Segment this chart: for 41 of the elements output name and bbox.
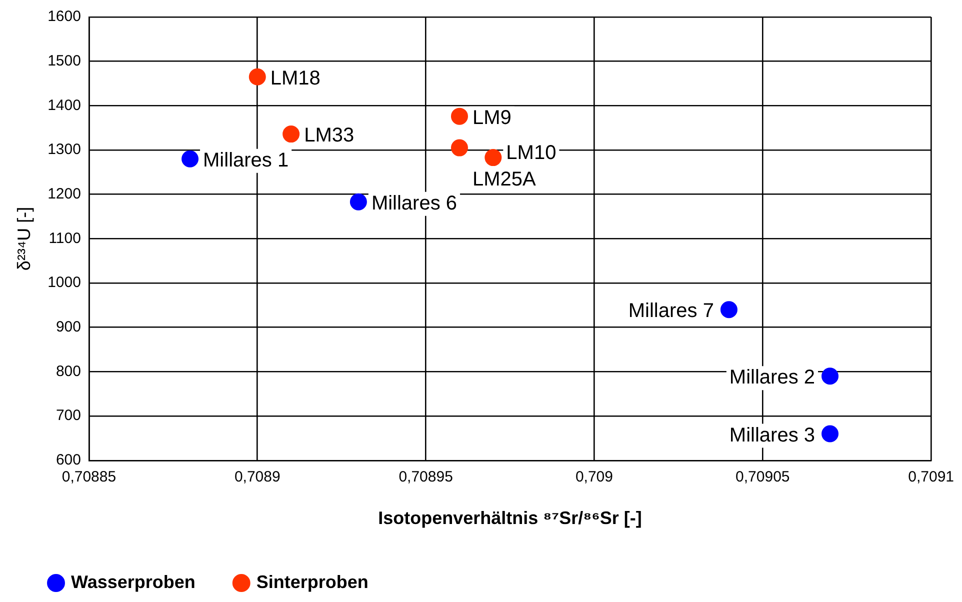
x-tick-label: 0,7091	[908, 468, 954, 486]
data-label: Millares 6	[371, 192, 458, 214]
point	[450, 108, 468, 125]
point	[182, 150, 199, 168]
x-tick-label: 0,70885	[62, 468, 116, 486]
data-label: LM25A	[472, 168, 537, 190]
y-tick-label: 600	[56, 452, 81, 469]
y-tick-label: 1100	[48, 230, 81, 247]
data-label: LM9	[472, 106, 512, 129]
data-label: Millares 7	[628, 300, 714, 322]
x-tick-label: 0,70895	[398, 468, 453, 486]
point	[282, 126, 300, 143]
point	[450, 139, 468, 156]
point	[822, 425, 839, 442]
x-tick-label: 0,7089	[234, 468, 280, 486]
point	[248, 68, 266, 86]
data-label: Millares 1	[203, 149, 289, 172]
y-tick-label: 1200	[48, 186, 81, 202]
point	[484, 149, 502, 166]
point	[350, 193, 367, 210]
y-tick-label: 700	[56, 407, 81, 424]
y-tick-label: 900	[56, 318, 81, 336]
x-axis-title: Isotopenverhältnis ⁸⁷Sr/⁸⁶Sr [-]	[378, 508, 642, 528]
y-tick-label: 1500	[48, 52, 81, 70]
y-tick-label: 1300	[48, 141, 81, 158]
data-label: LM10	[506, 142, 556, 164]
y-tick-label: 1400	[48, 96, 81, 114]
legend-label: Sinterproben	[256, 572, 368, 592]
x-tick-label: 0,709	[575, 468, 613, 486]
data-label: LM33	[304, 124, 354, 147]
data-label: LM18	[270, 67, 320, 90]
data-label: Millares 3	[729, 424, 816, 446]
point	[822, 368, 839, 385]
y-tick-label: 1000	[48, 274, 81, 292]
point	[720, 301, 738, 318]
x-tick-label: 0,70905	[736, 468, 790, 486]
legend-label: Wasserproben	[71, 572, 196, 592]
y-axis-title: δ²³⁴U [-]	[14, 206, 34, 271]
y-tick-label: 800	[56, 362, 81, 380]
data-label: Millares 2	[729, 366, 816, 389]
y-tick-label: 1600	[48, 8, 81, 26]
